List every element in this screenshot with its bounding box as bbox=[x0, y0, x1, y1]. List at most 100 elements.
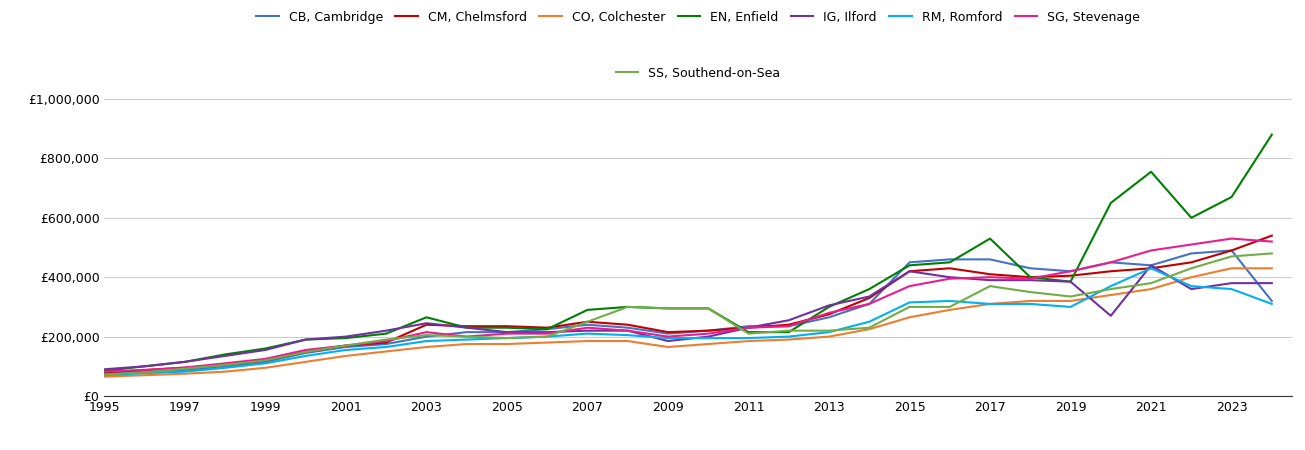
EN, Enfield bbox=[1143, 169, 1159, 175]
SS, Southend-on-Sea bbox=[419, 333, 435, 338]
CB, Cambridge bbox=[298, 350, 313, 356]
CO, Colchester bbox=[298, 359, 313, 364]
CM, Chelmsford bbox=[660, 329, 676, 335]
EN, Enfield bbox=[499, 325, 514, 330]
IG, Ilford bbox=[1103, 313, 1118, 319]
CM, Chelmsford bbox=[983, 271, 998, 277]
EN, Enfield bbox=[701, 306, 716, 311]
RM, Romford bbox=[1062, 304, 1078, 310]
CO, Colchester bbox=[1062, 298, 1078, 304]
RM, Romford bbox=[137, 370, 153, 376]
CO, Colchester bbox=[620, 338, 636, 344]
CM, Chelmsford bbox=[701, 328, 716, 333]
RM, Romford bbox=[660, 335, 676, 341]
SG, Stevenage bbox=[419, 329, 435, 335]
CO, Colchester bbox=[338, 353, 354, 359]
CB, Cambridge bbox=[942, 256, 958, 262]
IG, Ilford bbox=[701, 334, 716, 339]
CB, Cambridge bbox=[338, 344, 354, 350]
EN, Enfield bbox=[97, 368, 112, 373]
IG, Ilford bbox=[942, 274, 958, 280]
RM, Romford bbox=[620, 333, 636, 338]
EN, Enfield bbox=[1062, 279, 1078, 284]
IG, Ilford bbox=[539, 329, 555, 335]
EN, Enfield bbox=[378, 331, 394, 336]
CM, Chelmsford bbox=[1022, 274, 1037, 280]
CO, Colchester bbox=[660, 344, 676, 350]
EN, Enfield bbox=[741, 329, 757, 335]
RM, Romford bbox=[539, 334, 555, 339]
CB, Cambridge bbox=[660, 331, 676, 336]
SG, Stevenage bbox=[701, 331, 716, 336]
CO, Colchester bbox=[378, 349, 394, 354]
CB, Cambridge bbox=[218, 364, 234, 369]
IG, Ilford bbox=[177, 359, 193, 364]
Line: CB, Cambridge: CB, Cambridge bbox=[104, 251, 1272, 374]
CO, Colchester bbox=[1022, 298, 1037, 304]
SS, Southend-on-Sea bbox=[579, 319, 595, 324]
SS, Southend-on-Sea bbox=[1022, 289, 1037, 295]
SG, Stevenage bbox=[378, 338, 394, 344]
EN, Enfield bbox=[419, 315, 435, 320]
CM, Chelmsford bbox=[298, 349, 313, 355]
CB, Cambridge bbox=[1062, 269, 1078, 274]
RM, Romford bbox=[821, 329, 837, 335]
IG, Ilford bbox=[780, 318, 796, 323]
CO, Colchester bbox=[419, 344, 435, 350]
CM, Chelmsford bbox=[579, 319, 595, 324]
IG, Ilford bbox=[579, 328, 595, 333]
CM, Chelmsford bbox=[1143, 266, 1159, 271]
EN, Enfield bbox=[620, 304, 636, 310]
RM, Romford bbox=[579, 331, 595, 336]
EN, Enfield bbox=[137, 364, 153, 369]
CB, Cambridge bbox=[459, 329, 475, 335]
SS, Southend-on-Sea bbox=[298, 349, 313, 355]
EN, Enfield bbox=[579, 307, 595, 313]
CB, Cambridge bbox=[378, 341, 394, 346]
SS, Southend-on-Sea bbox=[218, 362, 234, 368]
CO, Colchester bbox=[499, 341, 514, 346]
SS, Southend-on-Sea bbox=[137, 369, 153, 375]
SG, Stevenage bbox=[257, 356, 273, 362]
SS, Southend-on-Sea bbox=[620, 304, 636, 310]
CB, Cambridge bbox=[1022, 266, 1037, 271]
SS, Southend-on-Sea bbox=[177, 366, 193, 371]
CM, Chelmsford bbox=[821, 311, 837, 317]
CM, Chelmsford bbox=[1062, 273, 1078, 279]
SS, Southend-on-Sea bbox=[1224, 254, 1240, 259]
IG, Ilford bbox=[499, 329, 514, 335]
CM, Chelmsford bbox=[419, 322, 435, 328]
CO, Colchester bbox=[177, 371, 193, 376]
SG, Stevenage bbox=[620, 328, 636, 333]
SG, Stevenage bbox=[861, 301, 877, 306]
Legend: CB, Cambridge, CM, Chelmsford, CO, Colchester, EN, Enfield, IG, Ilford, RM, Romf: CB, Cambridge, CM, Chelmsford, CO, Colch… bbox=[256, 11, 1141, 24]
CO, Colchester bbox=[459, 341, 475, 346]
EN, Enfield bbox=[902, 263, 917, 268]
IG, Ilford bbox=[983, 278, 998, 283]
CM, Chelmsford bbox=[338, 343, 354, 348]
CB, Cambridge bbox=[1103, 260, 1118, 265]
RM, Romford bbox=[257, 360, 273, 366]
Line: SG, Stevenage: SG, Stevenage bbox=[104, 238, 1272, 372]
CM, Chelmsford bbox=[1184, 260, 1199, 265]
CM, Chelmsford bbox=[741, 325, 757, 330]
CM, Chelmsford bbox=[1103, 269, 1118, 274]
SG, Stevenage bbox=[1224, 236, 1240, 241]
SG, Stevenage bbox=[1184, 242, 1199, 247]
EN, Enfield bbox=[983, 236, 998, 241]
IG, Ilford bbox=[257, 347, 273, 353]
CM, Chelmsford bbox=[137, 368, 153, 373]
RM, Romford bbox=[780, 334, 796, 339]
CB, Cambridge bbox=[1265, 298, 1280, 304]
CO, Colchester bbox=[1224, 266, 1240, 271]
CB, Cambridge bbox=[902, 260, 917, 265]
CB, Cambridge bbox=[1143, 263, 1159, 268]
SS, Southend-on-Sea bbox=[741, 331, 757, 336]
IG, Ilford bbox=[338, 334, 354, 339]
CO, Colchester bbox=[137, 373, 153, 378]
Line: EN, Enfield: EN, Enfield bbox=[104, 135, 1272, 371]
Line: CM, Chelmsford: CM, Chelmsford bbox=[104, 236, 1272, 372]
RM, Romford bbox=[1143, 266, 1159, 271]
SG, Stevenage bbox=[1103, 260, 1118, 265]
CB, Cambridge bbox=[97, 371, 112, 376]
